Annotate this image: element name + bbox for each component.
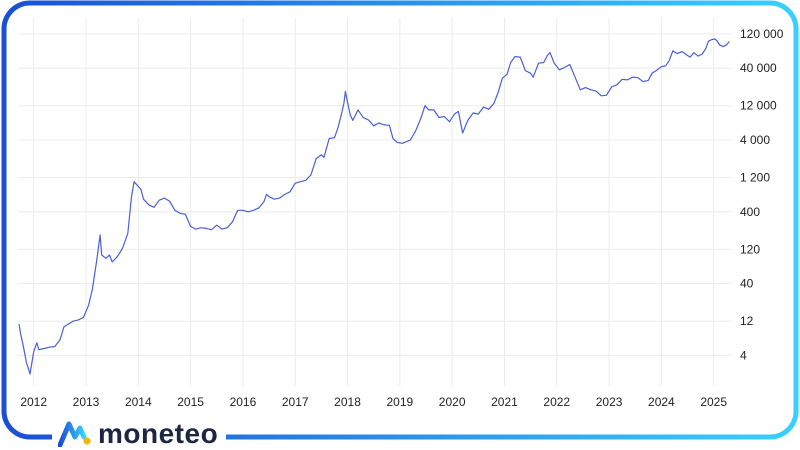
x-tick-label: 2015 [177,395,204,409]
x-tick-label: 2017 [282,395,309,409]
brand-name: moneteo [98,418,219,449]
x-tick-label: 2020 [439,395,466,409]
brand-logo: moneteo [52,418,227,450]
y-tick-label: 40 [740,277,754,291]
y-tick-label: 40 000 [740,61,777,75]
y-tick-label: 400 [740,205,760,219]
y-tick-label: 120 000 [740,27,784,41]
y-tick-label: 1 200 [740,171,770,185]
x-tick-label: 2016 [230,395,257,409]
y-tick-label: 4 [740,348,747,362]
x-tick-label: 2024 [648,395,675,409]
series [18,38,730,375]
x-tick-label: 2018 [334,395,361,409]
x-tick-label: 2025 [700,395,727,409]
y-tick-label: 12 [740,314,754,328]
x-tick-label: 2019 [386,395,413,409]
x-tick-label: 2014 [125,395,152,409]
x-tick-label: 2013 [73,395,100,409]
x-tick-label: 2021 [491,395,518,409]
y-tick-label: 4 000 [740,133,770,147]
x-tick-label: 2022 [543,395,570,409]
price-series-line [18,38,730,375]
x-axis-ticks: 2012 2013 2014 2015 2016 2017 2018 2019 2020 2021… [20,395,727,409]
y-tick-label: 120 [740,242,760,256]
grid-lines [18,18,732,386]
x-tick-label: 2023 [596,395,623,409]
x-tick-label: 2012 [20,395,47,409]
y-axis-ticks: 4 12 40 120 400 1 200 4 000 12 000 40 000 120 000 [740,27,784,362]
y-tick-label: 12 000 [740,99,777,113]
moneteo-logo-icon [58,421,91,447]
